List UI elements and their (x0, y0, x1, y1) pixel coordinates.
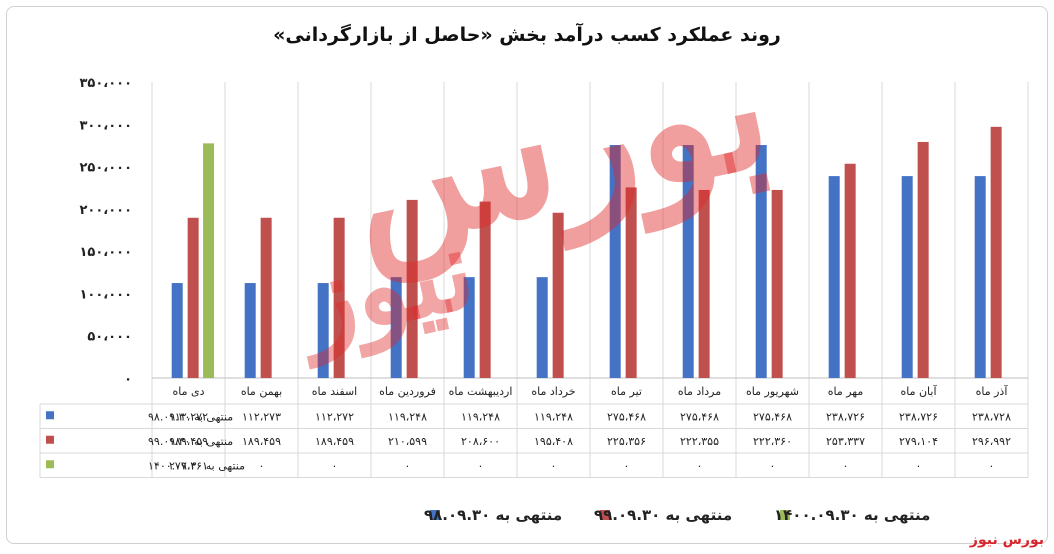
y-tick-label: ۱۵۰،۰۰۰ (79, 245, 132, 260)
bar-0-9 (828, 176, 840, 378)
category-label: دی ماه (172, 385, 204, 398)
data-label: ۲۷۷،۴۶۱ (169, 459, 208, 472)
data-label: ۱۱۹،۲۴۸ (461, 410, 500, 423)
data-label: ۲۳۸،۷۲۸ (972, 410, 1011, 423)
data-label: ۱۸۹،۴۵۹ (169, 435, 208, 448)
legend-label: منتهی به ۹۸.۰۹.۳۰ (424, 506, 562, 524)
bar-1-2 (333, 217, 345, 378)
bar-0-4 (463, 277, 475, 378)
legend-swatch (430, 510, 440, 520)
data-label: ۱۱۲،۲۷۳ (242, 410, 281, 423)
data-label: ۰ (405, 459, 411, 472)
category-label: آبان ماه (900, 384, 937, 398)
bar-1-8 (771, 189, 783, 378)
table-series-name: منتهی به ۱۴۰۰.۰۹.۳۰ (148, 459, 245, 472)
bar-1-0 (187, 217, 199, 378)
bar-0-3 (390, 277, 402, 378)
bar-0-0 (171, 283, 183, 378)
bar-1-10 (917, 141, 929, 378)
bar-1-9 (844, 163, 856, 378)
bar-0-7 (682, 145, 694, 378)
category-label: اردیبهشت ماه (449, 385, 513, 398)
bar-1-3 (406, 199, 418, 378)
bar-0-1 (244, 283, 256, 378)
data-label: ۲۳۸،۷۲۶ (899, 410, 938, 423)
brand-label: بورس نیوز (969, 532, 1044, 548)
bar-0-2 (317, 283, 329, 378)
category-label: مرداد ماه (678, 385, 721, 398)
data-label: ۱۱۹،۲۴۸ (534, 410, 573, 423)
y-tick-label: ۲۰۰،۰۰۰ (79, 203, 132, 218)
data-label: ۲۲۵،۳۵۶ (607, 435, 646, 448)
category-label: شهریور ماه (746, 385, 799, 398)
table-legend-swatch (46, 460, 54, 469)
bar-0-10 (901, 176, 913, 378)
bar-1-5 (552, 212, 564, 378)
data-label: ۰ (478, 459, 484, 472)
bar-0-6 (609, 145, 621, 378)
data-label: ۰ (332, 459, 338, 472)
bar-1-11 (990, 126, 1002, 378)
bar-0-5 (536, 277, 548, 378)
data-label: ۲۲۲،۳۶۰ (753, 435, 792, 448)
data-label: ۲۵۳،۳۳۷ (826, 435, 865, 448)
data-label: ۲۷۹،۱۰۴ (899, 435, 938, 448)
data-label: ۰ (843, 459, 849, 472)
legend-label: منتهی به ۹۹.۰۹.۳۰ (594, 506, 732, 524)
y-tick-label: ۱۰۰،۰۰۰ (79, 287, 132, 302)
data-label: ۰ (259, 459, 265, 472)
table-series-name: منتهی به ۹۸.۰۹.۳۰ (148, 410, 233, 423)
data-label: ۱۱۲،۲۷۲ (169, 410, 208, 423)
data-label: ۲۳۸،۷۲۶ (826, 410, 865, 423)
data-label: ۲۱۰،۵۹۹ (388, 435, 427, 448)
data-label: ۰ (770, 459, 776, 472)
bar-1-4 (479, 201, 491, 378)
data-label: ۲۷۵،۴۶۸ (753, 410, 792, 423)
data-label: ۱۱۹،۲۴۸ (388, 410, 427, 423)
data-label: ۱۱۲،۲۷۲ (315, 410, 354, 423)
bar-1-1 (260, 217, 272, 378)
data-label: ۲۷۵،۴۶۸ (607, 410, 646, 423)
table-legend-swatch (46, 435, 54, 444)
category-label: اسفند ماه (312, 385, 357, 398)
bar-0-11 (974, 176, 986, 378)
y-tick-label: ۳۵۰،۰۰۰ (79, 76, 132, 91)
legend-label: منتهی به ۱۴۰۰.۰۹.۳۰ (774, 506, 930, 524)
category-label: آذر ماه (976, 384, 1009, 398)
y-tick-label: ۵۰،۰۰۰ (87, 330, 132, 345)
chart-title: روند عملکرد کسب درآمد بخش «حاصل از بازار… (273, 24, 781, 46)
y-tick-label: ۰ (124, 372, 132, 387)
data-label: ۰ (624, 459, 630, 472)
category-label: بهمن ماه (241, 385, 282, 398)
bar-2-0 (203, 143, 215, 378)
data-label: ۲۹۶،۹۹۲ (972, 435, 1011, 448)
table-series-name: منتهی به ۹۹.۰۹.۳۰ (148, 435, 233, 448)
data-label: ۰ (916, 459, 922, 472)
data-label: ۲۰۸،۶۰۰ (461, 435, 500, 448)
data-label: ۰ (551, 459, 557, 472)
legend-swatch (780, 510, 790, 520)
bar-1-7 (698, 189, 710, 378)
legend-swatch (600, 510, 610, 520)
category-label: مهر ماه (828, 385, 864, 398)
data-label: ۱۸۹،۴۵۹ (315, 435, 354, 448)
table-legend-swatch (46, 411, 54, 420)
data-label: ۰ (697, 459, 703, 472)
data-label: ۱۸۹،۴۵۹ (242, 435, 281, 448)
data-label: ۲۲۲،۳۵۵ (680, 435, 719, 448)
y-tick-label: ۲۵۰،۰۰۰ (79, 161, 132, 176)
category-label: فروردین ماه (379, 385, 436, 398)
bar-1-6 (625, 187, 637, 378)
data-label: ۱۹۵،۴۰۸ (534, 435, 573, 448)
data-label: ۲۷۵،۴۶۸ (680, 410, 719, 423)
bar-0-8 (755, 145, 767, 378)
chart-frame (6, 6, 1048, 544)
data-label: ۰ (989, 459, 995, 472)
category-label: خرداد ماه (531, 385, 575, 398)
y-tick-label: ۳۰۰،۰۰۰ (79, 118, 132, 133)
category-label: تیر ماه (611, 385, 642, 398)
